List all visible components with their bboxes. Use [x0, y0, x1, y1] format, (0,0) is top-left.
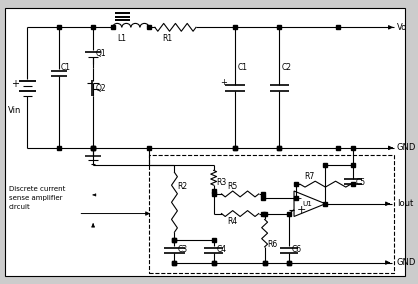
Text: C1: C1	[237, 63, 247, 72]
Text: Discrete current: Discrete current	[9, 186, 65, 192]
Text: Iout: Iout	[397, 199, 413, 208]
Text: R4: R4	[227, 217, 237, 226]
Text: GND: GND	[397, 143, 416, 153]
Text: R3: R3	[217, 178, 227, 187]
Text: C2: C2	[281, 63, 291, 72]
Text: C6: C6	[292, 245, 302, 254]
Text: R2: R2	[177, 181, 188, 191]
Text: Q2: Q2	[96, 83, 107, 93]
Bar	[149, 155, 394, 273]
Text: R6: R6	[268, 241, 278, 249]
Text: Vo: Vo	[397, 23, 407, 32]
Text: -: -	[297, 193, 301, 203]
Text: L1: L1	[117, 34, 127, 43]
Text: C5: C5	[356, 178, 366, 187]
Text: U1: U1	[303, 201, 313, 207]
Text: +: +	[297, 205, 306, 215]
Text: R7: R7	[304, 172, 314, 181]
Text: Vin: Vin	[8, 106, 21, 115]
Text: +: +	[221, 78, 227, 87]
Text: R1: R1	[163, 34, 173, 43]
Text: C4: C4	[217, 245, 227, 254]
Text: R5: R5	[227, 181, 237, 191]
Text: +: +	[10, 79, 19, 89]
Text: C1: C1	[61, 63, 71, 72]
Text: GND: GND	[397, 258, 416, 267]
Text: C3: C3	[177, 245, 188, 254]
Text: sense amplifier: sense amplifier	[9, 195, 62, 201]
Text: circuit: circuit	[9, 204, 31, 210]
Text: Q1: Q1	[96, 49, 107, 58]
